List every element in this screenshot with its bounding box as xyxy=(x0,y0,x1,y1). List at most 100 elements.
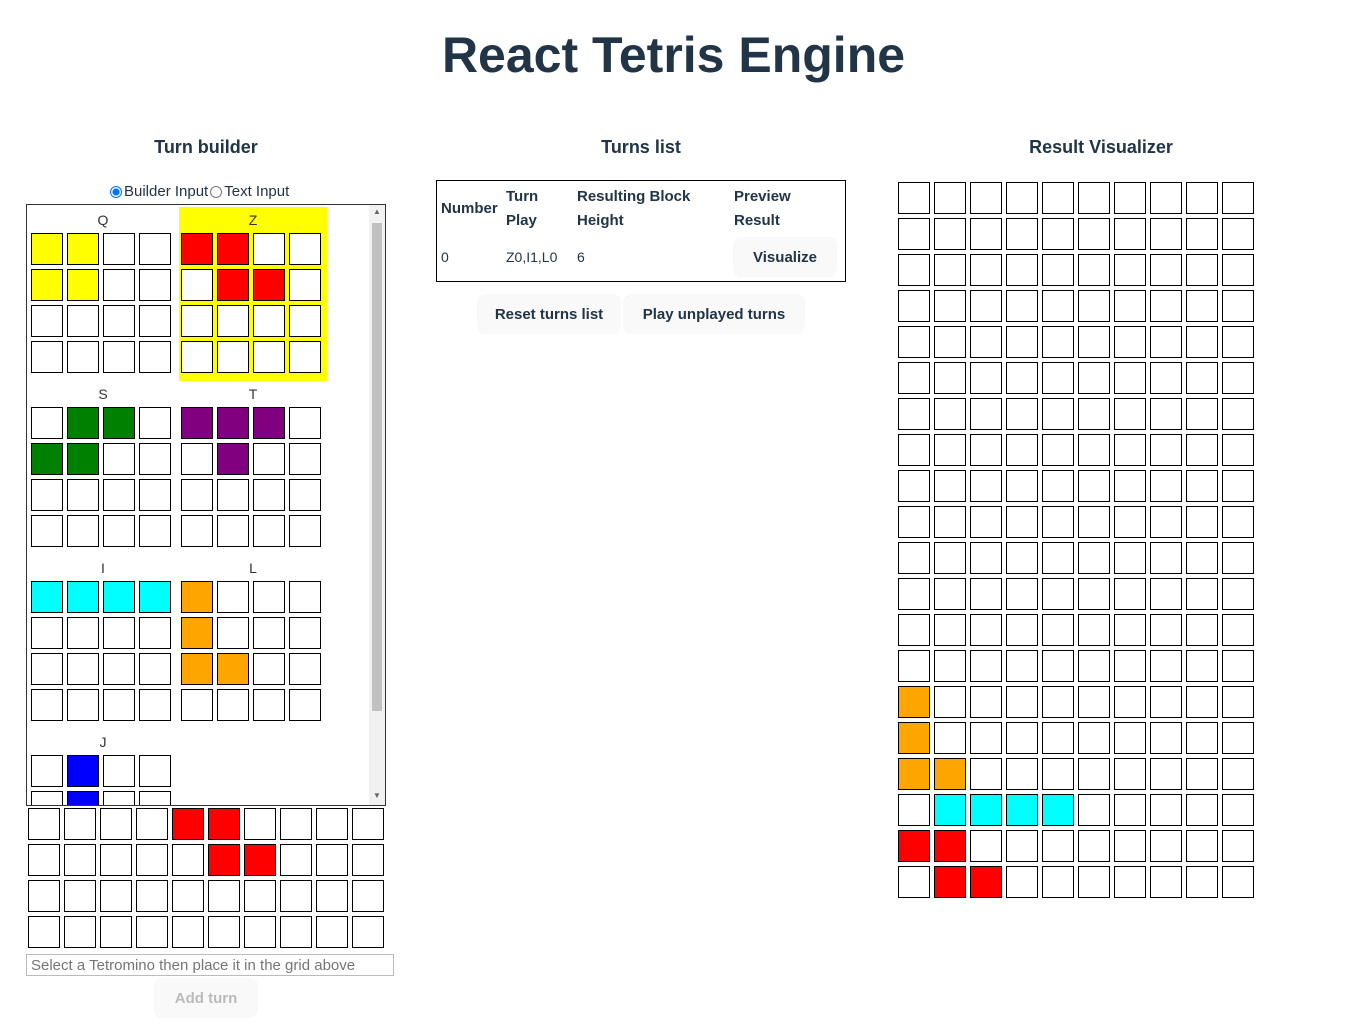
board-cell xyxy=(898,866,930,898)
palette-scrollbar[interactable]: ▲ ▼ xyxy=(369,205,385,805)
placed-block[interactable] xyxy=(208,844,240,876)
board-cell xyxy=(1078,794,1110,826)
placement-cell[interactable] xyxy=(172,916,204,948)
placement-cell[interactable] xyxy=(316,808,348,840)
text-input-radio[interactable] xyxy=(210,185,223,198)
piece-cell xyxy=(67,653,99,685)
palette-scroll-thumb[interactable] xyxy=(372,223,382,711)
placement-cell[interactable] xyxy=(100,916,132,948)
placement-cell[interactable] xyxy=(280,916,312,948)
board-cell xyxy=(1078,434,1110,466)
board-cell xyxy=(898,578,930,610)
scroll-down-icon[interactable]: ▼ xyxy=(373,791,381,800)
placement-cell[interactable] xyxy=(352,808,384,840)
board-cell xyxy=(970,830,1002,862)
placement-cell[interactable] xyxy=(280,844,312,876)
board-cell xyxy=(1078,362,1110,394)
placement-cell[interactable] xyxy=(244,916,276,948)
placement-cell[interactable] xyxy=(136,844,168,876)
visualize-button[interactable]: Visualize xyxy=(733,237,837,277)
piece-cell xyxy=(253,581,285,613)
placement-cell[interactable] xyxy=(172,880,204,912)
board-block xyxy=(1042,794,1074,826)
placement-cell[interactable] xyxy=(100,880,132,912)
board-cell xyxy=(934,722,966,754)
board-cell xyxy=(1222,182,1254,214)
piece-cell xyxy=(67,479,99,511)
placement-cell[interactable] xyxy=(64,844,96,876)
board-cell xyxy=(898,290,930,322)
board-cell xyxy=(1150,794,1182,826)
placement-cell[interactable] xyxy=(100,844,132,876)
board-cell xyxy=(898,434,930,466)
add-turn-button[interactable]: Add turn xyxy=(154,978,258,1018)
placement-cell[interactable] xyxy=(136,916,168,948)
placement-cell[interactable] xyxy=(352,880,384,912)
board-cell xyxy=(1150,398,1182,430)
board-cell xyxy=(1222,218,1254,250)
placed-block[interactable] xyxy=(172,808,204,840)
builder-input-option[interactable]: Builder Input xyxy=(110,183,208,200)
piece-block xyxy=(67,581,99,613)
placement-cell[interactable] xyxy=(352,916,384,948)
board-cell xyxy=(934,686,966,718)
placement-cell[interactable] xyxy=(208,880,240,912)
play-unplayed-turns-button[interactable]: Play unplayed turns xyxy=(623,294,805,334)
placement-cell[interactable] xyxy=(352,844,384,876)
piece-cell xyxy=(31,755,63,787)
piece-cell xyxy=(181,305,213,337)
board-cell xyxy=(1186,362,1218,394)
board-cell xyxy=(1222,830,1254,862)
placement-cell[interactable] xyxy=(244,880,276,912)
placement-cell[interactable] xyxy=(64,808,96,840)
placement-cell[interactable] xyxy=(100,808,132,840)
placement-cell[interactable] xyxy=(64,916,96,948)
placement-cell[interactable] xyxy=(280,808,312,840)
placed-block[interactable] xyxy=(208,808,240,840)
placed-block[interactable] xyxy=(244,844,276,876)
placement-cell[interactable] xyxy=(64,880,96,912)
piece-cell xyxy=(139,617,171,649)
placement-cell[interactable] xyxy=(316,844,348,876)
placement-cell[interactable] xyxy=(28,844,60,876)
text-input-option[interactable]: Text Input xyxy=(210,183,289,200)
piece-cell xyxy=(181,689,213,721)
scroll-up-icon[interactable]: ▲ xyxy=(373,207,381,216)
placement-cell[interactable] xyxy=(280,880,312,912)
builder-input-radio[interactable] xyxy=(110,185,122,198)
placement-cell[interactable] xyxy=(28,808,60,840)
board-cell xyxy=(1186,614,1218,646)
board-cell xyxy=(1222,470,1254,502)
placement-cell[interactable] xyxy=(136,880,168,912)
board-cell xyxy=(970,614,1002,646)
board-cell xyxy=(1006,254,1038,286)
placement-cell[interactable] xyxy=(172,844,204,876)
piece-cell xyxy=(139,653,171,685)
reset-turns-button[interactable]: Reset turns list xyxy=(477,294,621,334)
placement-cell[interactable] xyxy=(136,808,168,840)
board-cell xyxy=(1042,254,1074,286)
board-cell xyxy=(1186,650,1218,682)
placement-cell[interactable] xyxy=(316,916,348,948)
board-cell xyxy=(1114,650,1146,682)
board-cell xyxy=(1078,218,1110,250)
piece-block xyxy=(31,233,63,265)
placement-cell[interactable] xyxy=(28,916,60,948)
piece-label: L xyxy=(249,560,257,576)
placement-cell[interactable] xyxy=(244,808,276,840)
board-cell xyxy=(1006,758,1038,790)
placement-cell[interactable] xyxy=(208,916,240,948)
piece-cell xyxy=(289,443,321,475)
board-cell xyxy=(1114,506,1146,538)
board-cell xyxy=(1042,722,1074,754)
column-header-block-height: Resulting Block Height xyxy=(577,188,691,229)
placement-cell[interactable] xyxy=(316,880,348,912)
board-cell xyxy=(1222,650,1254,682)
board-cell xyxy=(1114,686,1146,718)
piece-cell xyxy=(217,617,249,649)
board-cell xyxy=(1150,614,1182,646)
turn-text-field[interactable] xyxy=(26,954,394,976)
placement-cell[interactable] xyxy=(28,880,60,912)
board-cell xyxy=(1222,614,1254,646)
board-cell xyxy=(898,470,930,502)
